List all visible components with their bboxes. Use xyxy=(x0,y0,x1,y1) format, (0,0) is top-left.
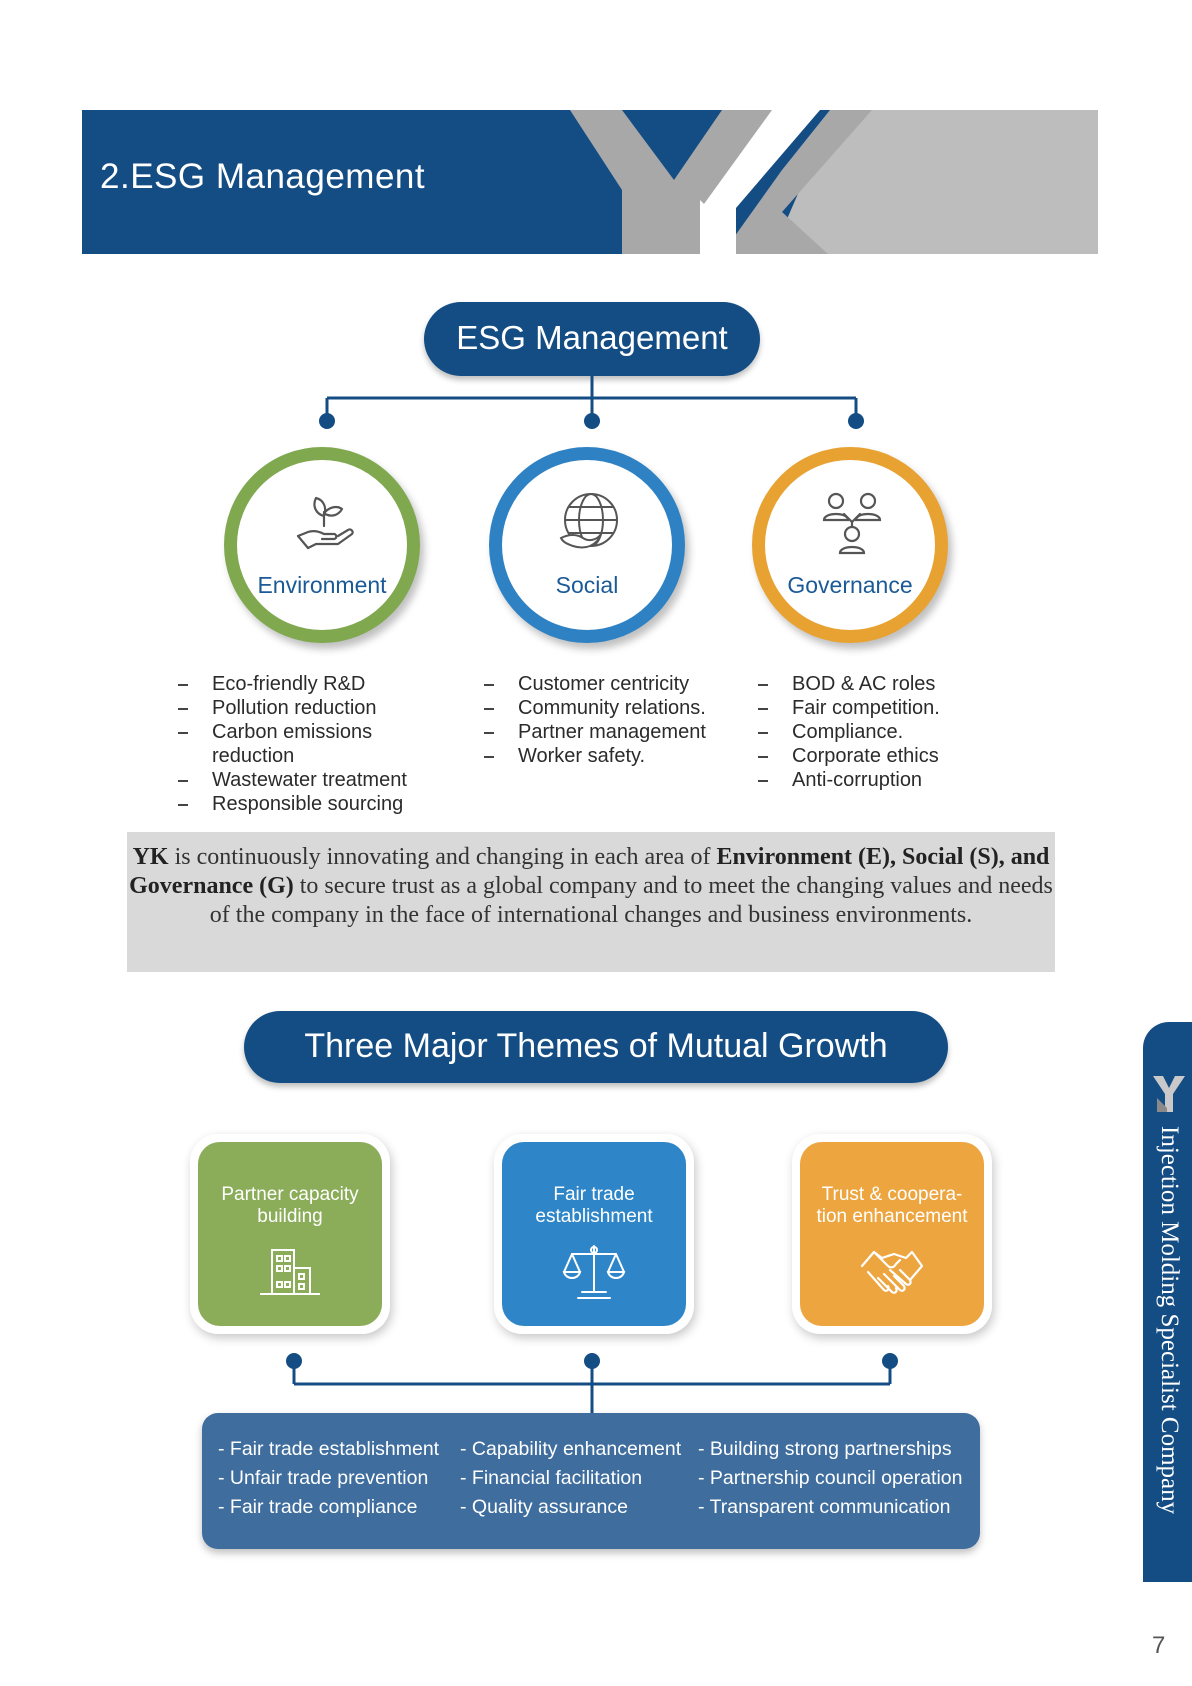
esg-statement-box: YK is continuously innovating and changi… xyxy=(127,832,1055,972)
list-item: Carbon emissions reduction xyxy=(178,720,382,768)
list-item: Fair trade compliance xyxy=(218,1493,439,1522)
environment-list: Eco-friendly R&D Pollution reduction Car… xyxy=(178,672,452,816)
list-item: Wastewater treatment xyxy=(178,768,452,792)
yk-logo-icon xyxy=(1153,1076,1185,1112)
yk-logo-banner xyxy=(82,110,872,254)
scales-icon xyxy=(562,1245,626,1299)
themes-column-3: Building strong partnerships Partnership… xyxy=(698,1435,963,1522)
hand-plant-icon xyxy=(296,496,354,550)
list-item: Eco-friendly R&D xyxy=(178,672,452,696)
list-item: Partnership council operation xyxy=(698,1464,963,1493)
side-tab-text: Injection Molding Specialist Company xyxy=(1156,1126,1183,1515)
esg-statement-text: YK is continuously innovating and changi… xyxy=(129,844,1053,928)
theme-tile-label: Fair trade establishment xyxy=(535,1184,653,1227)
themes-detail-box: Fair trade establishment Unfair trade pr… xyxy=(202,1413,980,1549)
governance-list: BOD & AC roles Fair competition. Complia… xyxy=(758,672,1032,792)
list-item: Corporate ethics xyxy=(758,744,1032,768)
header-banner: 2.ESG Management xyxy=(82,110,1098,254)
esg-management-pill: ESG Management xyxy=(424,302,760,376)
list-item: Responsible sourcing xyxy=(178,792,452,816)
governance-label: Governance xyxy=(787,572,913,598)
list-item: Unfair trade prevention xyxy=(218,1464,439,1493)
page-number: 7 xyxy=(1152,1632,1166,1659)
list-item: Anti-corruption xyxy=(758,768,1032,792)
theme-tile-trust-cooperation: Trust & coopera-tion enhancement xyxy=(792,1134,992,1334)
building-icon xyxy=(260,1249,320,1295)
list-item: Community relations. xyxy=(484,696,758,720)
list-item: Transparent communication xyxy=(698,1493,963,1522)
social-list: Customer centricity Community relations.… xyxy=(484,672,758,768)
governance-circle: Governance xyxy=(752,447,948,643)
list-item: BOD & AC roles xyxy=(758,672,1032,696)
themes-column-1: Fair trade establishment Unfair trade pr… xyxy=(218,1435,439,1522)
theme-tile-label: Trust & coopera-tion enhancement xyxy=(816,1184,968,1227)
list-item: Pollution reduction xyxy=(178,696,452,720)
side-tab: Injection Molding Specialist Company xyxy=(1143,1022,1192,1582)
list-item: Customer centricity xyxy=(484,672,758,696)
list-item: Fair competition. xyxy=(758,696,1032,720)
list-item: Capability enhancement xyxy=(460,1435,681,1464)
list-item: Partner management xyxy=(484,720,758,744)
environment-label: Environment xyxy=(257,572,387,598)
people-network-icon xyxy=(822,492,882,555)
globe-dove-icon xyxy=(559,493,618,549)
section-title: 2.ESG Management xyxy=(100,157,426,196)
social-circle: Social xyxy=(489,447,685,643)
themes-column-2: Capability enhancement Financial facilit… xyxy=(460,1435,681,1522)
handshake-icon xyxy=(860,1250,924,1294)
list-item: Financial facilitation xyxy=(460,1464,681,1493)
theme-tile-label: Partner capacity building xyxy=(221,1184,359,1227)
list-item: Compliance. xyxy=(758,720,1032,744)
theme-tile-fair-trade: Fair trade establishment xyxy=(494,1134,694,1334)
social-label: Social xyxy=(555,572,619,598)
list-item: Building strong partnerships xyxy=(698,1435,963,1464)
list-item: Quality assurance xyxy=(460,1493,681,1522)
theme-tile-partner-capacity: Partner capacity building xyxy=(190,1134,390,1334)
list-item: Fair trade establishment xyxy=(218,1435,439,1464)
list-item: Worker safety. xyxy=(484,744,758,768)
environment-circle: Environment xyxy=(224,447,420,643)
themes-pill: Three Major Themes of Mutual Growth xyxy=(244,1011,948,1083)
